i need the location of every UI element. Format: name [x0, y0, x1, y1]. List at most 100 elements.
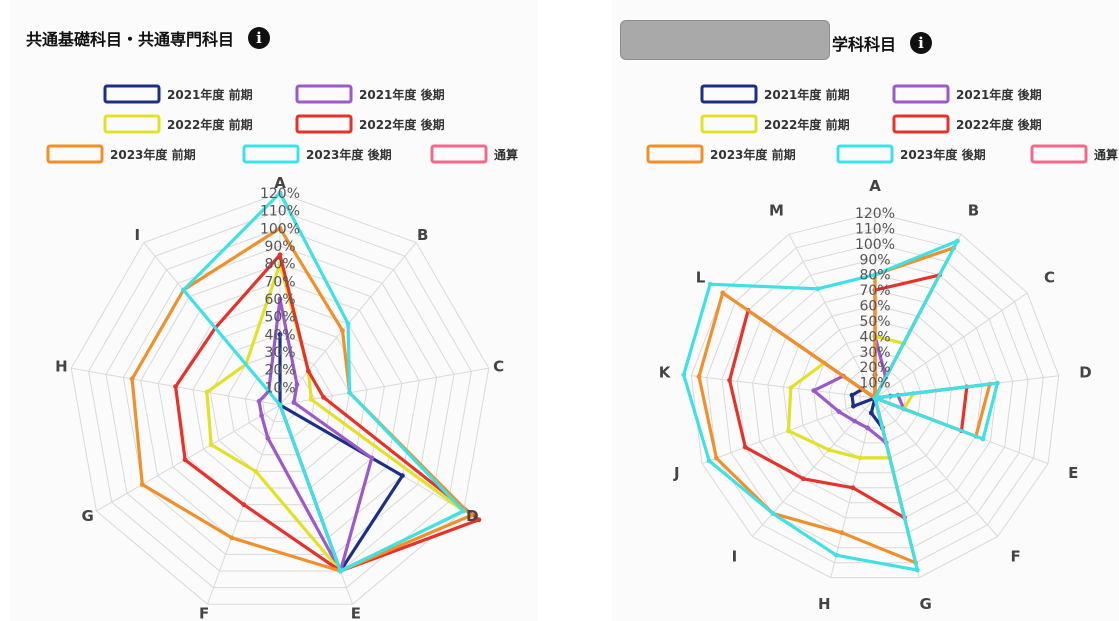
legend-label: 2021年度 後期: [359, 87, 445, 102]
series-line: [278, 332, 404, 573]
info-circle-icon[interactable]: i: [248, 27, 271, 49]
radar-chart-common: 2021年度 前期 2021年度 後期 2022年度 前期 2022年度 後期 2023…: [46, 84, 518, 621]
series-line: [130, 226, 473, 573]
legend-item: 2022年度 前期: [103, 114, 253, 134]
legend: 2021年度 前期 2021年度 後期 2022年度 前期 2022年度 後期 2023…: [646, 84, 1118, 164]
legend-label: 2021年度 後期: [956, 87, 1042, 102]
axis-label: L: [696, 269, 706, 287]
data-point: [204, 389, 210, 395]
tick-label: 70%: [264, 274, 295, 290]
legend-label: 2023年度 後期: [900, 147, 986, 162]
legend-swatch: [836, 144, 894, 164]
tick-label: 90%: [859, 252, 890, 268]
data-point: [826, 447, 832, 453]
data-point: [345, 321, 351, 327]
legend-swatch: [1030, 144, 1088, 164]
grid-ring: [782, 304, 968, 489]
grid-ring: [227, 351, 333, 456]
legend-label: 2021年度 前期: [167, 87, 253, 102]
axis-label: G: [82, 507, 94, 525]
legend-item: 2023年度 前期: [646, 144, 796, 164]
axis-label: A: [274, 174, 286, 192]
series-line: [174, 253, 481, 573]
data-point: [308, 397, 314, 402]
data-point: [369, 455, 375, 461]
data-point: [461, 508, 466, 514]
data-point: [291, 400, 297, 405]
data-point: [277, 225, 283, 231]
tick-label: 50%: [859, 314, 890, 330]
data-point: [468, 513, 474, 518]
data-point: [696, 374, 702, 379]
chart-title-common: 共通基礎科目・共通専門科目 i: [26, 26, 271, 50]
tick-label: 20%: [859, 360, 890, 376]
data-point: [833, 552, 839, 558]
data-point: [851, 403, 856, 409]
axis-label: D: [1079, 363, 1091, 381]
data-point: [720, 290, 726, 296]
data-point: [980, 436, 986, 442]
tick-label: 40%: [264, 327, 295, 343]
legend-label: 2023年度 後期: [306, 147, 392, 162]
data-point: [872, 395, 878, 401]
data-point: [995, 380, 1000, 386]
data-point: [955, 238, 960, 244]
legend-item: 通算: [430, 144, 518, 164]
legend-item: 2022年度 前期: [700, 114, 850, 134]
tick-label: 20%: [264, 363, 295, 379]
legend-swatch: [700, 114, 758, 134]
data-point: [256, 398, 262, 404]
legend-label: 2023年度 前期: [710, 147, 796, 162]
legend-swatch: [646, 144, 704, 164]
data-point: [868, 410, 874, 416]
tick-label: 90%: [264, 239, 295, 255]
chart-title-text: 学科科目: [832, 35, 897, 54]
series-5: [181, 190, 466, 574]
tick-label: 80%: [264, 257, 295, 273]
data-point: [277, 190, 283, 196]
axis-label: C: [493, 358, 504, 376]
series-line: [727, 273, 969, 520]
legend-item: 2022年度 後期: [295, 114, 445, 134]
legend-swatch: [295, 114, 353, 134]
series-line: [682, 239, 999, 572]
axis-label: C: [1044, 269, 1055, 287]
chart-title-text: 共通基礎科目・共通専門科目: [26, 30, 235, 49]
series-2: [204, 261, 466, 574]
grid-ring: [122, 245, 438, 555]
data-point: [347, 390, 352, 396]
legend-swatch: [430, 144, 488, 164]
axis-label: E: [351, 605, 361, 621]
data-point: [815, 286, 821, 292]
legend-label: 2022年度 後期: [956, 117, 1042, 132]
redacted-department-name: [620, 20, 830, 60]
tick-label: 120%: [855, 206, 895, 222]
data-point: [852, 418, 857, 424]
info-circle-icon[interactable]: i: [910, 32, 933, 54]
axis-labels: A B C D E F G H I: [55, 174, 504, 621]
grid-ring: [752, 274, 998, 519]
data-point: [208, 442, 214, 448]
legend-label: 2022年度 前期: [764, 117, 850, 132]
tick-labels: 10%20%30%40%50%60%70%80%90%100%110%120%: [855, 206, 895, 392]
data-point: [811, 388, 817, 393]
data-point: [181, 287, 186, 293]
data-point: [850, 485, 856, 491]
radar-chart-department: 2021年度 前期 2021年度 後期 2022年度 前期 2022年度 後期 2023…: [646, 84, 1118, 613]
grid-ring: [828, 351, 922, 444]
tick-label: 50%: [264, 310, 295, 326]
axis-label: B: [417, 226, 428, 244]
legend-swatch: [46, 144, 104, 164]
grid-spoke: [874, 292, 1028, 399]
chart-title-department: 学科科目 i: [620, 20, 933, 60]
series-line: [257, 297, 374, 573]
grid-ring: [70, 192, 490, 605]
legend-label: 2023年度 前期: [110, 147, 196, 162]
axis-label: H: [818, 595, 831, 613]
tick-label: 100%: [855, 237, 895, 253]
data-point: [839, 530, 845, 536]
legend-swatch: [103, 84, 161, 104]
legend-item: 2021年度 前期: [700, 84, 850, 104]
tick-label: 60%: [859, 299, 890, 315]
data-point: [229, 535, 235, 541]
